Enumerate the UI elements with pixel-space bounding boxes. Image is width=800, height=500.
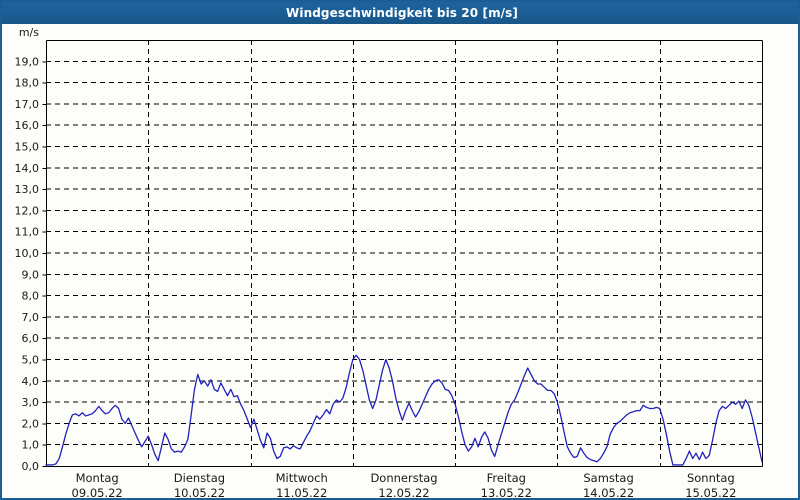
chart-plot-area: 0,0 1,0 2,0 3,0 4,0 5,0 6,0 7,0 8,0 9,0 10,0 11,0 12… xyxy=(2,24,798,498)
window-titlebar: Windgeschwindigkeit bis 20 [m/s] xyxy=(2,2,798,24)
plot-background xyxy=(46,40,762,466)
wind-speed-series-line xyxy=(45,354,763,466)
svg-text:12,0: 12,0 xyxy=(15,204,40,217)
svg-text:6,0: 6,0 xyxy=(22,332,40,345)
svg-text:13,0: 13,0 xyxy=(15,183,40,196)
svg-text:09.05.22: 09.05.22 xyxy=(72,486,123,498)
svg-text:17,0: 17,0 xyxy=(15,98,40,111)
svg-text:13.05.22: 13.05.22 xyxy=(481,486,532,498)
svg-text:4,0: 4,0 xyxy=(22,375,40,388)
svg-text:Freitag: Freitag xyxy=(487,471,526,485)
svg-text:Dienstag: Dienstag xyxy=(174,471,225,485)
svg-text:11,0: 11,0 xyxy=(15,226,40,239)
svg-text:10,0: 10,0 xyxy=(15,247,40,260)
plot-frame xyxy=(45,39,764,468)
svg-text:2,0: 2,0 xyxy=(22,417,40,430)
svg-text:7,0: 7,0 xyxy=(22,311,40,324)
svg-text:Samstag: Samstag xyxy=(583,471,633,485)
svg-text:19,0: 19,0 xyxy=(15,55,40,68)
svg-text:0,0: 0,0 xyxy=(22,460,40,473)
svg-text:14,0: 14,0 xyxy=(15,162,40,175)
svg-text:3,0: 3,0 xyxy=(22,396,40,409)
svg-text:1,0: 1,0 xyxy=(22,439,40,452)
svg-text:9,0: 9,0 xyxy=(22,268,40,281)
y-axis-tick-labels: 0,0 1,0 2,0 3,0 4,0 5,0 6,0 7,0 8,0 9,0 10,0 11,0 12… xyxy=(15,55,47,473)
svg-text:16,0: 16,0 xyxy=(15,119,40,132)
svg-text:m/s: m/s xyxy=(19,26,39,39)
y-axis-unit-label: m/s xyxy=(19,26,39,39)
svg-text:Donnerstag: Donnerstag xyxy=(370,471,437,485)
svg-text:18,0: 18,0 xyxy=(15,77,40,90)
svg-text:12.05.22: 12.05.22 xyxy=(378,486,429,498)
svg-text:10.05.22: 10.05.22 xyxy=(174,486,225,498)
svg-text:11.05.22: 11.05.22 xyxy=(276,486,327,498)
svg-text:15,0: 15,0 xyxy=(15,141,40,154)
svg-text:5,0: 5,0 xyxy=(22,354,40,367)
svg-text:15.05.22: 15.05.22 xyxy=(685,486,736,498)
svg-text:Mittwoch: Mittwoch xyxy=(276,471,328,485)
svg-text:Montag: Montag xyxy=(76,471,119,485)
vertical-day-gridlines xyxy=(148,40,661,466)
svg-text:14.05.22: 14.05.22 xyxy=(583,486,634,498)
wind-speed-line-chart: 0,0 1,0 2,0 3,0 4,0 5,0 6,0 7,0 8,0 9,0 10,0 11,0 12… xyxy=(15,26,764,498)
horizontal-gridlines xyxy=(46,60,762,446)
window-title: Windgeschwindigkeit bis 20 [m/s] xyxy=(286,6,518,20)
svg-text:Sonntag: Sonntag xyxy=(687,471,735,485)
svg-text:8,0: 8,0 xyxy=(22,290,40,303)
